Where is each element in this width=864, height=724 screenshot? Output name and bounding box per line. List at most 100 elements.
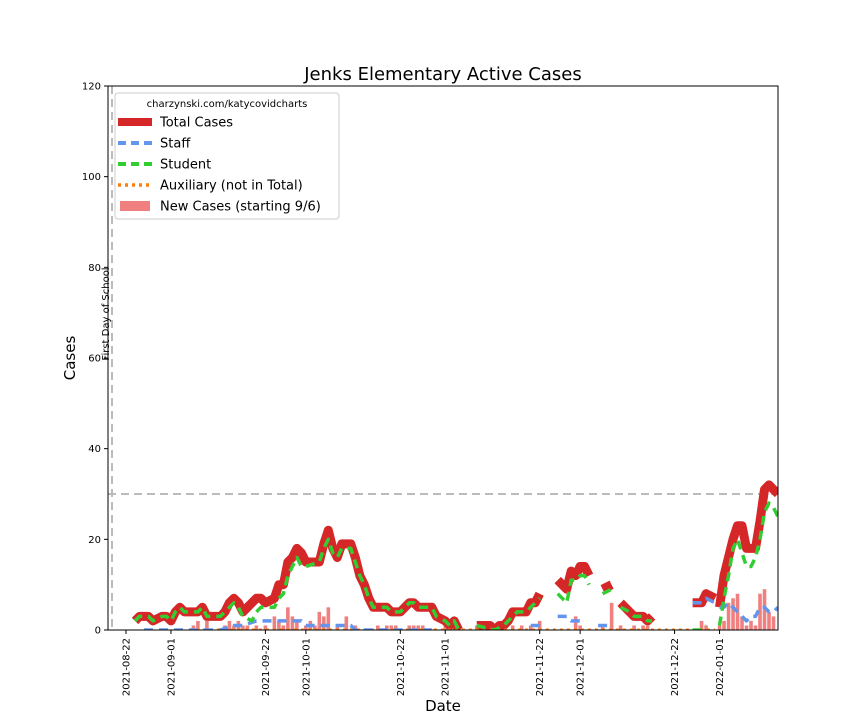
x-tick-label: 2021-12-22 bbox=[670, 638, 681, 696]
new-cases-bar bbox=[335, 625, 340, 630]
new-cases-bar bbox=[295, 620, 299, 630]
x-axis-ticks: 2021-08-22 2021-09-01 2021-09-22 2021-10-01… bbox=[121, 630, 726, 696]
y-tick-label: 80 bbox=[88, 263, 101, 274]
x-tick-label: 2021-10-01 bbox=[301, 638, 312, 696]
legend-title: charzynski.com/katycovidcharts bbox=[147, 99, 308, 110]
student-line bbox=[717, 501, 778, 626]
new-cases-bar bbox=[767, 611, 771, 630]
new-cases-bar bbox=[322, 616, 326, 630]
student-line bbox=[601, 587, 613, 596]
x-tick-label: 2021-08-22 bbox=[121, 638, 132, 696]
legend-student-label: Student bbox=[160, 158, 211, 173]
x-tick-label: 2021-09-22 bbox=[261, 638, 272, 696]
y-tick-label: 60 bbox=[88, 354, 101, 365]
staff-line bbox=[692, 596, 716, 605]
x-tick-label: 2021-12-01 bbox=[576, 638, 587, 696]
x-tick-label: 2022-01-01 bbox=[715, 638, 726, 696]
new-cases-bar bbox=[245, 625, 250, 630]
new-cases-bar bbox=[749, 620, 753, 630]
y-tick-label: 100 bbox=[82, 172, 101, 183]
total-cases-line bbox=[600, 580, 614, 594]
new-cases-bar bbox=[227, 620, 232, 630]
new-cases-bar bbox=[753, 625, 758, 630]
new-cases-bar bbox=[528, 625, 533, 630]
new-cases-bar bbox=[384, 625, 389, 630]
new-cases-bar bbox=[443, 625, 448, 630]
new-cases-bar bbox=[771, 616, 776, 630]
new-cases-bar bbox=[411, 625, 416, 630]
new-cases-bar bbox=[317, 611, 322, 630]
student-line bbox=[476, 597, 541, 630]
legend-new_cases-label: New Cases (starting 9/6) bbox=[160, 200, 321, 215]
new-cases-bar bbox=[573, 616, 578, 630]
new-cases-bar bbox=[326, 607, 331, 630]
y-axis-ticks: 0 20 40 60 80 100 120 bbox=[82, 82, 108, 637]
new-cases-bar bbox=[744, 625, 749, 630]
first-day-label: First Day of School bbox=[101, 267, 112, 360]
student-line bbox=[619, 605, 653, 623]
x-tick-label: 2021-09-01 bbox=[166, 638, 177, 696]
new-cases-bar bbox=[290, 616, 295, 630]
new-cases-bar bbox=[344, 616, 349, 630]
new-cases-bar bbox=[263, 625, 268, 630]
legend-staff-label: Staff bbox=[160, 137, 191, 152]
new-cases-bar bbox=[277, 620, 281, 630]
new-cases-bar bbox=[205, 620, 209, 630]
new-cases-bar bbox=[758, 593, 762, 630]
legend-auxiliary-label: Auxiliary (not in Total) bbox=[160, 179, 303, 194]
x-tick-label: 2021-10-22 bbox=[396, 638, 407, 696]
y-tick-label: 20 bbox=[88, 535, 101, 546]
new-cases-bar bbox=[241, 625, 245, 630]
staff-line bbox=[144, 619, 432, 630]
new-cases-bar bbox=[313, 625, 317, 630]
new-cases-bar bbox=[389, 625, 394, 630]
y-tick-label: 120 bbox=[82, 82, 101, 93]
new-cases-bar bbox=[286, 607, 290, 630]
new-cases-bar bbox=[407, 625, 412, 630]
new-cases-bar bbox=[519, 625, 524, 630]
new-cases-bar bbox=[232, 625, 236, 630]
new-cases-bar bbox=[726, 602, 731, 630]
legend-total-label: Total Cases bbox=[159, 116, 233, 131]
y-tick-label: 40 bbox=[88, 444, 101, 455]
new-cases-bar bbox=[645, 625, 650, 630]
new-cases-bar bbox=[416, 625, 421, 630]
new-cases-bar bbox=[618, 625, 623, 630]
new-cases-bar bbox=[254, 625, 259, 630]
new-cases-bar bbox=[281, 625, 286, 630]
new-cases-bar bbox=[722, 620, 726, 630]
legend-new_cases-swatch bbox=[120, 201, 150, 211]
new-cases-bar bbox=[191, 625, 196, 630]
x-axis-label: Date bbox=[425, 697, 461, 715]
new-cases-bar bbox=[304, 625, 308, 630]
new-cases-bar bbox=[600, 625, 605, 630]
new-cases-bar bbox=[420, 625, 425, 630]
chart-title: Jenks Elementary Active Cases bbox=[303, 64, 581, 85]
new-cases-bar bbox=[272, 616, 277, 630]
new-cases-bar bbox=[641, 625, 645, 630]
new-cases-bar bbox=[376, 625, 380, 630]
new-cases-bar bbox=[717, 625, 722, 630]
staff-line bbox=[719, 601, 778, 623]
x-tick-label: 2021-11-22 bbox=[535, 638, 546, 696]
student-line bbox=[556, 573, 591, 605]
new-cases-bar bbox=[578, 625, 582, 630]
staff-line bbox=[557, 614, 585, 623]
new-cases-bar bbox=[196, 620, 200, 630]
plot-content bbox=[108, 86, 778, 630]
axes-frame bbox=[107, 85, 779, 631]
new-cases-bar bbox=[731, 598, 735, 630]
new-cases-bar bbox=[510, 625, 515, 630]
new-cases-bar bbox=[699, 620, 704, 630]
student-line bbox=[133, 537, 461, 630]
x-tick-label: 2021-11-01 bbox=[441, 638, 452, 696]
y-tick-label: 0 bbox=[95, 626, 101, 637]
new-cases-bar bbox=[704, 625, 708, 630]
new-cases-bar bbox=[740, 616, 744, 630]
total-cases-line bbox=[715, 480, 778, 608]
new-cases-bar bbox=[609, 602, 614, 630]
new-cases-bar bbox=[632, 625, 636, 630]
legend: charzynski.com/katycovidcharts Total Case… bbox=[114, 92, 340, 220]
plot-area: First Day of School bbox=[101, 86, 778, 630]
